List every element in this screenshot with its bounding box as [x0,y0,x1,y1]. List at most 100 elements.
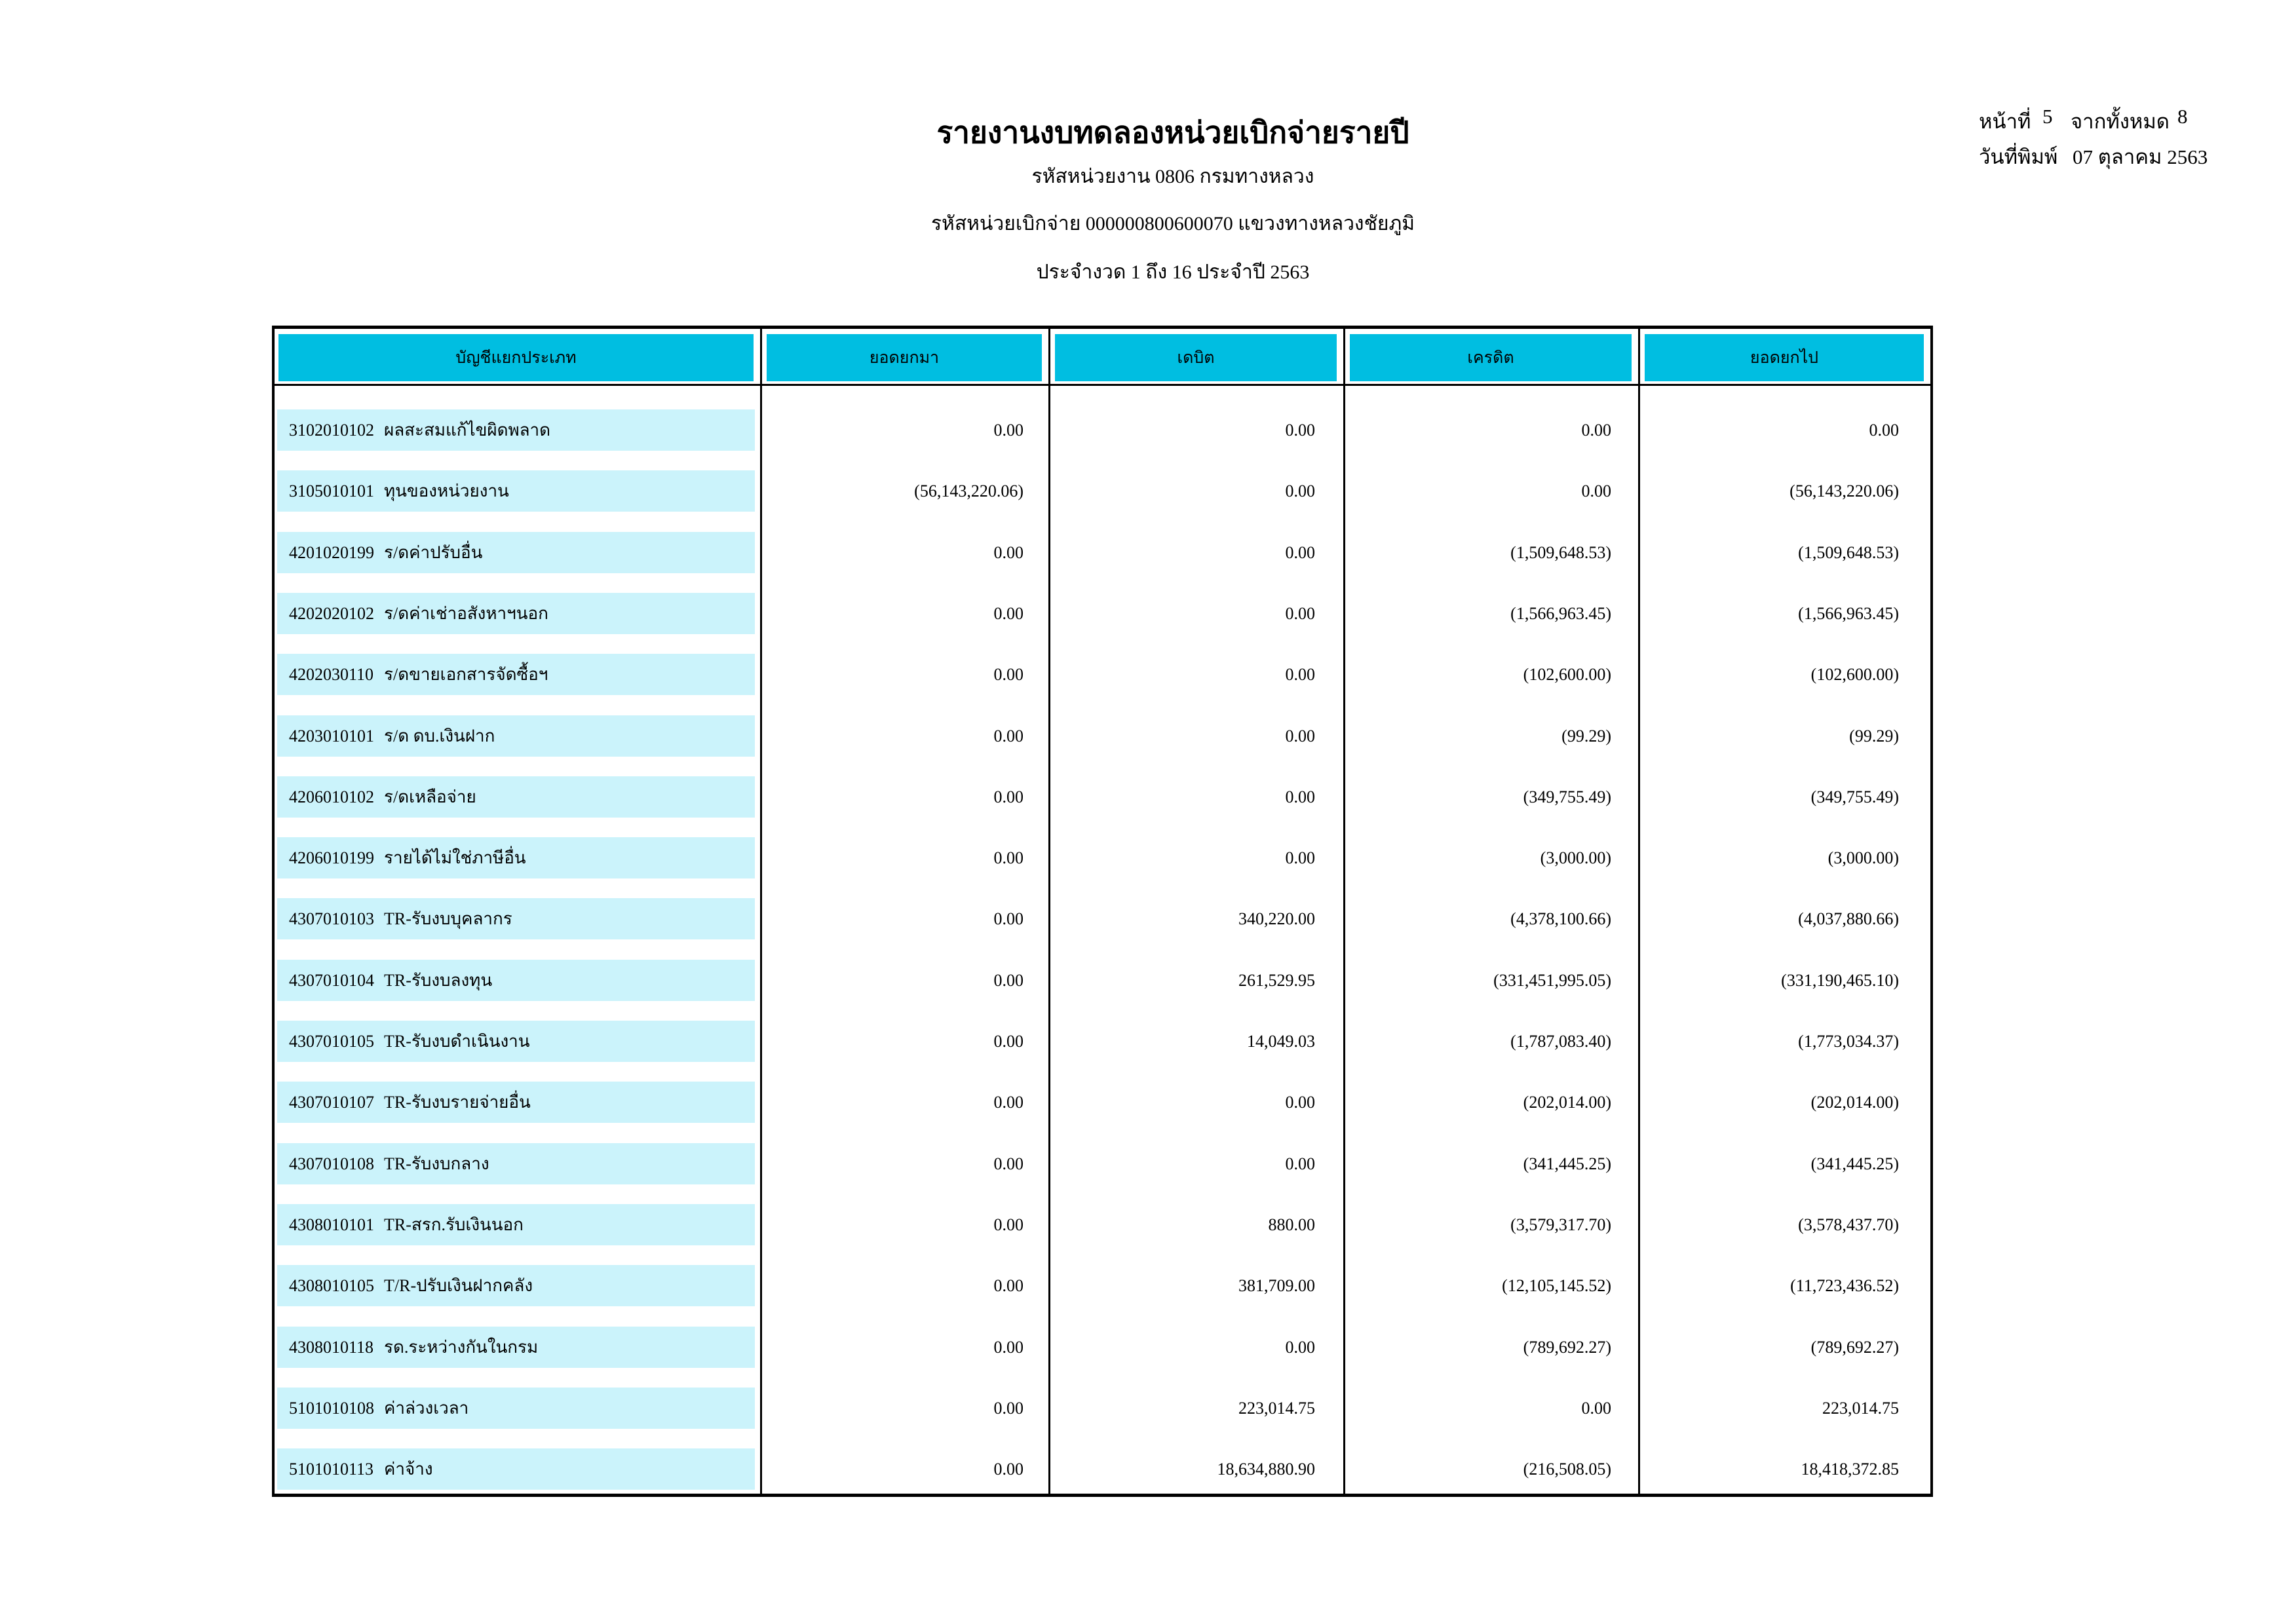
carried-forward-value: (1,566,963.45) [1798,603,1899,623]
account-name: TR-สรก.รับเงินนอก [384,1215,524,1234]
debit-value: 0.00 [1285,1337,1316,1357]
column-header-carried-forward: ยอดยกไป [1645,334,1924,381]
brought-forward-value: 0.00 [993,848,1024,868]
account-name: ค่าจ้าง [384,1460,433,1479]
table-row: 5101010113 ค่าจ้าง 0.00 18,634,880.90 (2… [272,1448,1933,1490]
agency-code-line: รหัสหน่วยงาน 0806 กรมทางหลวง [1031,166,1314,187]
debit-value: 14,049.03 [1247,1032,1315,1051]
account-name: ร/ด ดบ.เงินฝาก [384,726,495,746]
debit-value: 0.00 [1285,726,1316,746]
debit-value: 880.00 [1268,1215,1316,1234]
account-name: TR-รับงบกลาง [384,1154,489,1173]
account-name: ผลสะสมแก้ไขผิดพลาด [384,421,551,440]
header-separator-line [272,384,1933,386]
page-number-value: 5 [2042,105,2053,128]
account-band: 4307010108 TR-รับงบกลาง [277,1142,755,1184]
account-band: 4307010107 TR-รับงบรายจ่ายอื่น [277,1082,755,1124]
total-pages-label: จากทั้งหมด [2071,110,2170,133]
table-row: 4307010103 TR-รับงบบุคลากร 0.00 340,220.… [272,898,1933,940]
account-band: 5101010108 ค่าล่วงเวลา [277,1387,755,1429]
carried-forward-value: (102,600.00) [1810,665,1899,685]
debit-value: 0.00 [1285,421,1316,440]
table-row: 4308010105 T/R-ปรับเงินฝากคลัง 0.00 381,… [272,1265,1933,1307]
table-row: 4308010101 TR-สรก.รับเงินนอก 0.00 880.00… [272,1203,1933,1245]
column-header-credit: เครดิต [1350,334,1632,381]
column-divider-1 [760,326,762,1497]
carried-forward-value: (11,723,436.52) [1790,1276,1899,1296]
credit-value: (4,378,100.66) [1510,909,1611,929]
account-band: 4202030110 ร/ดขายเอกสารจัดซื้อฯ [277,654,755,696]
brought-forward-value: 0.00 [993,1276,1024,1296]
account-name: TR-รับงบดำเนินงาน [384,1032,530,1051]
column-header-account: บัญชีแยกประเภท [278,334,754,381]
table-row: 4307010104 TR-รับงบลงทุน 0.00 261,529.95… [272,959,1933,1001]
carried-forward-value: 223,014.75 [1822,1398,1899,1418]
account-band: 4308010118 รด.ระหว่างกันในกรม [277,1326,755,1368]
debit-value: 0.00 [1285,1154,1316,1173]
credit-value: (216,508.05) [1523,1460,1611,1479]
credit-value: 0.00 [1581,421,1612,440]
print-date-label: วันที่พิมพ์ [1979,145,2058,168]
table-row: 4308010118 รด.ระหว่างกันในกรม 0.00 0.00 … [272,1326,1933,1368]
carried-forward-value: (3,578,437.70) [1798,1215,1899,1234]
brought-forward-value: 0.00 [993,1460,1024,1479]
column-header-brought-forward: ยอดยกมา [767,334,1042,381]
carried-forward-value: (99.29) [1849,726,1899,746]
credit-value: (12,105,145.52) [1502,1276,1611,1296]
debit-value: 0.00 [1285,1093,1316,1112]
brought-forward-value: 0.00 [993,421,1024,440]
debit-value: 261,529.95 [1238,970,1315,990]
account-band: 4307010104 TR-รับงบลงทุน [277,959,755,1001]
page-title: รายงานงบทดลองหน่วยเบิกจ่ายรายปี [936,116,1409,149]
credit-value: (331,451,995.05) [1493,970,1611,990]
carried-forward-value: (1,773,034.37) [1798,1032,1899,1051]
table-top-border [272,326,1933,329]
table-bottom-border [272,1494,1933,1497]
account-band: 4307010103 TR-รับงบบุคลากร [277,898,755,940]
disbursement-unit-line: รหัสหน่วยเบิกจ่าย 000000800600070 แขวงทา… [930,213,1415,235]
table-row: 4307010105 TR-รับงบดำเนินงาน 0.00 14,049… [272,1021,1933,1062]
credit-value: (789,692.27) [1523,1337,1611,1357]
table-row: 4307010107 TR-รับงบรายจ่ายอื่น 0.00 0.00… [272,1082,1933,1124]
account-name: ร/ดค่าเช่าอสังหาฯนอก [384,603,548,623]
table-right-border [1930,326,1933,1497]
account-code: 5101010113 [289,1460,374,1479]
carried-forward-value: (202,014.00) [1810,1093,1899,1112]
credit-value: 0.00 [1581,1398,1612,1418]
total-pages-value: 8 [2177,105,2188,128]
account-band: 4202020102 ร/ดค่าเช่าอสังหาฯนอก [277,592,755,634]
column-divider-4 [1638,326,1640,1497]
account-name: รด.ระหว่างกันในกรม [384,1337,539,1357]
account-band: 4307010105 TR-รับงบดำเนินงาน [277,1021,755,1062]
debit-value: 223,014.75 [1238,1398,1315,1418]
account-code: 4308010105 [289,1276,374,1296]
account-name: TR-รับงบรายจ่ายอื่น [384,1093,531,1112]
credit-value: (102,600.00) [1523,665,1611,685]
debit-value: 0.00 [1285,603,1316,623]
table-row: 5101010108 ค่าล่วงเวลา 0.00 223,014.75 0… [272,1387,1933,1429]
carried-forward-value: (349,755.49) [1810,787,1899,806]
account-code: 4307010105 [289,1032,374,1051]
brought-forward-value: 0.00 [993,1398,1024,1418]
debit-value: 0.00 [1285,542,1316,562]
credit-value: (3,000.00) [1540,848,1611,868]
account-band: 4308010105 T/R-ปรับเงินฝากคลัง [277,1265,755,1307]
debit-value: 0.00 [1285,787,1316,806]
table-row: 4206010199 รายได้ไม่ใช่ภาษีอื่น 0.00 0.0… [272,837,1933,879]
account-code: 4206010199 [289,848,374,868]
carried-forward-value: (1,509,648.53) [1798,542,1899,562]
account-name: ค่าล่วงเวลา [384,1398,469,1418]
carried-forward-value: (56,143,220.06) [1789,482,1899,501]
account-code: 4308010118 [289,1337,374,1357]
debit-value: 0.00 [1285,482,1316,501]
brought-forward-value: 0.00 [993,787,1024,806]
account-code: 4206010102 [289,787,374,806]
table-row: 4202030110 ร/ดขายเอกสารจัดซื้อฯ 0.00 0.0… [272,654,1933,696]
account-code: 4203010101 [289,726,374,746]
column-header-debit: เดบิต [1055,334,1337,381]
account-band: 3102010102 ผลสะสมแก้ไขผิดพลาด [277,409,755,451]
account-name: ทุนของหน่วยงาน [384,482,509,501]
account-code: 3102010102 [289,421,374,440]
debit-value: 340,220.00 [1238,909,1315,929]
brought-forward-value: 0.00 [993,542,1024,562]
